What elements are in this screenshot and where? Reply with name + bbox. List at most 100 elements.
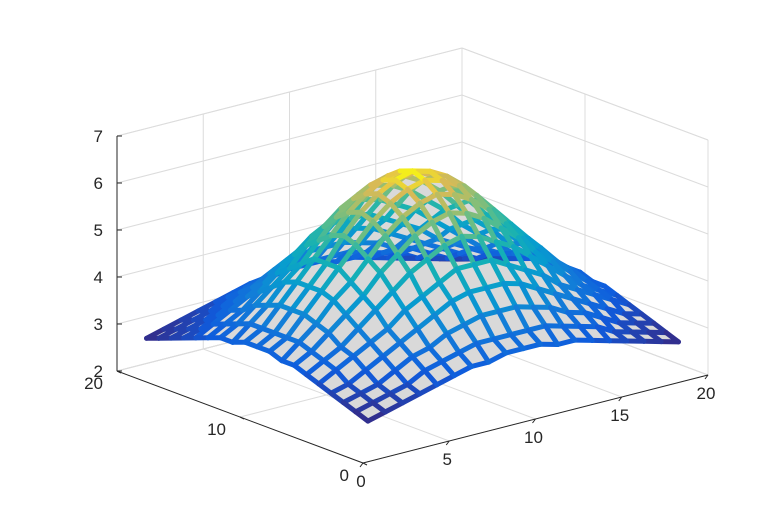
mesh-edge [360, 293, 378, 313]
mesh-edge [296, 321, 319, 345]
mesh-edge [417, 382, 440, 397]
mesh-edge [634, 320, 652, 335]
mesh-edge [429, 210, 452, 225]
mesh-edge [417, 191, 440, 206]
mesh-edge [358, 209, 376, 225]
mesh-edge [313, 321, 332, 336]
x-tick-label: 10 [524, 428, 543, 447]
mesh-edge [365, 256, 383, 276]
mesh-edge [523, 267, 541, 292]
mesh-edge [604, 306, 622, 326]
mesh-edge [491, 336, 509, 356]
surface-face [533, 307, 563, 327]
mesh-edge [230, 321, 253, 345]
surface-face [567, 312, 598, 327]
mesh-edge [348, 197, 366, 221]
mesh-edge [372, 307, 391, 332]
mesh-edge [444, 173, 462, 188]
mesh-edge [481, 215, 499, 245]
mesh-edge [466, 289, 484, 319]
mesh-edge [328, 381, 351, 396]
mesh-edge [473, 336, 497, 346]
mesh-edge [432, 298, 455, 318]
mesh-edge [264, 279, 287, 308]
mesh-edge [626, 302, 645, 317]
mesh-edge [471, 257, 494, 267]
mesh-edge [582, 310, 600, 330]
surface-face [291, 286, 322, 315]
mesh-edge [279, 339, 302, 364]
mesh-edge [318, 265, 342, 294]
mesh-edge [461, 322, 479, 346]
mesh-edge [390, 270, 413, 294]
surface-face [257, 333, 287, 352]
mesh-edge [392, 368, 410, 387]
mesh-edge [254, 330, 277, 350]
mesh-edge [353, 409, 371, 424]
mesh-edge [363, 354, 386, 373]
mesh-edge [397, 340, 415, 360]
surface-face [451, 292, 482, 325]
mesh-edge [358, 381, 381, 396]
mesh-edge [478, 313, 497, 342]
mesh-edge [291, 349, 314, 368]
mesh-edge [368, 326, 391, 345]
mesh-edge [542, 323, 561, 347]
surface-face [286, 314, 317, 343]
mesh-edge [358, 226, 376, 246]
mesh-edge [427, 345, 445, 365]
mesh-edge [380, 340, 403, 359]
mesh-edge [528, 253, 546, 278]
mesh-edge [375, 381, 393, 397]
mesh-edge [454, 261, 477, 272]
mesh-edge [456, 350, 474, 369]
mesh-edge [382, 214, 406, 239]
mesh-edge [338, 326, 361, 350]
mesh-edge [328, 209, 351, 239]
mesh-edge [639, 311, 657, 326]
grid-line-z-side [461, 47, 709, 141]
mesh-edge [456, 183, 475, 202]
mesh-edge [405, 177, 428, 192]
mesh-edge [496, 308, 514, 338]
mesh-edge [614, 292, 632, 308]
mesh-edge [434, 191, 452, 216]
mesh-edge [291, 362, 309, 378]
mesh-edge [338, 344, 356, 359]
mesh-edge [533, 249, 551, 269]
mesh-edge [414, 326, 433, 351]
mesh-edge [584, 278, 603, 293]
mesh-edge [328, 390, 346, 405]
mesh-edge [493, 239, 511, 268]
mesh-edge [474, 192, 492, 212]
mesh-edge [395, 233, 418, 257]
axis-lines [116, 135, 709, 468]
mesh-edge [387, 186, 411, 206]
mesh-edge [498, 225, 516, 250]
mesh-edge [597, 287, 615, 303]
mesh-edge [486, 206, 504, 231]
grid-line-z-side [461, 188, 709, 282]
mesh-edge [540, 272, 558, 297]
mesh-edge [602, 283, 620, 298]
mesh-edge [429, 219, 447, 248]
mesh-edge [515, 235, 534, 259]
mesh-edge [308, 330, 332, 354]
mesh-edge [478, 308, 502, 319]
mesh-edge [609, 297, 627, 317]
mesh-edge [370, 200, 393, 225]
mesh-edge [404, 368, 428, 387]
mesh-edge [422, 359, 445, 374]
mesh-edge [385, 307, 408, 332]
surface-mesh [144, 168, 681, 424]
z-tick-label: 3 [94, 315, 103, 334]
mesh-edge [392, 177, 411, 192]
mesh-edge [503, 346, 526, 356]
mesh-edge [267, 261, 285, 277]
mesh-edge [501, 280, 519, 310]
mesh-edge [370, 219, 388, 239]
mesh-edge [530, 304, 548, 329]
x-tick-mark [532, 418, 536, 424]
mesh-edge [387, 200, 406, 220]
